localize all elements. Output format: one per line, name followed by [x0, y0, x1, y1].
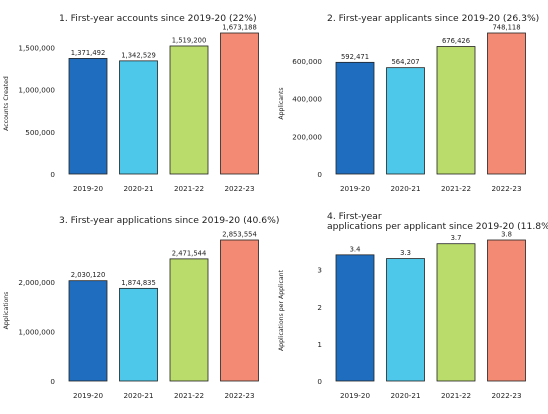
bar	[436, 46, 476, 175]
y-tick-label: 3	[317, 266, 322, 275]
data-label: 2,471,544	[172, 249, 207, 257]
x-tick-label: 2019-20	[73, 391, 103, 400]
bar	[68, 58, 108, 175]
data-label: 2,030,120	[71, 271, 106, 279]
data-label: 1,371,492	[71, 49, 106, 57]
data-label: 1,673,188	[222, 24, 257, 32]
bar	[386, 67, 425, 175]
data-label: 1,342,529	[121, 51, 156, 59]
chart-title: 1. First-year accounts since 2019-20 (22…	[59, 13, 257, 24]
y-tick-label: 200,000	[292, 132, 322, 141]
x-tick-label: 2020-21	[390, 184, 420, 193]
bar	[335, 61, 375, 175]
x-tick-label: 2022-23	[491, 391, 521, 400]
data-label: 748,118	[492, 24, 520, 32]
y-tick-label: 0	[50, 170, 55, 179]
y-tick-label: 1,000,000	[18, 86, 55, 95]
y-axis-label: Applications	[3, 292, 10, 330]
chart-title-line: 4. First-year	[327, 211, 382, 222]
x-tick-label: 2021-22	[441, 184, 471, 193]
x-tick-label: 2020-21	[123, 391, 153, 400]
chart-title: 3. First-year applications since 2019-20…	[59, 215, 279, 226]
data-label: 676,426	[442, 37, 470, 45]
bar	[119, 60, 158, 175]
data-label: 1,519,200	[172, 36, 207, 44]
x-tick-label: 2019-20	[340, 184, 370, 193]
data-label: 2,853,554	[222, 231, 257, 239]
bar	[169, 258, 209, 382]
bar	[119, 287, 158, 382]
bar	[220, 239, 259, 382]
data-label: 3.8	[501, 231, 512, 239]
y-tick-label: 600,000	[292, 57, 322, 66]
bar	[436, 243, 476, 382]
bar	[487, 239, 526, 382]
y-tick-label: 1,000,000	[18, 328, 55, 337]
y-tick-label: 1	[317, 340, 322, 349]
x-tick-label: 2022-23	[491, 184, 521, 193]
y-tick-label: 1,500,000	[18, 44, 55, 53]
x-tick-label: 2021-22	[174, 391, 204, 400]
y-tick-label: 0	[317, 377, 322, 386]
bar	[487, 32, 526, 175]
bar	[386, 258, 425, 382]
bar	[220, 32, 259, 175]
x-tick-label: 2020-21	[390, 391, 420, 400]
data-label: 3.7	[451, 234, 462, 242]
bar	[169, 45, 209, 175]
chart-title-line: applications per applicant since 2019-20…	[327, 221, 548, 232]
x-tick-label: 2022-23	[224, 391, 254, 400]
x-tick-label: 2022-23	[224, 184, 254, 193]
chart-title: 2. First-year applicants since 2019-20 (…	[327, 13, 539, 24]
x-tick-label: 2021-22	[174, 184, 204, 193]
y-tick-label: 0	[50, 377, 55, 386]
y-axis-label: Accounts Created	[3, 76, 10, 131]
y-tick-label: 0	[317, 170, 322, 179]
x-tick-label: 2019-20	[340, 391, 370, 400]
data-label: 3.4	[350, 245, 361, 253]
y-tick-label: 400,000	[292, 95, 322, 104]
x-tick-label: 2021-22	[441, 391, 471, 400]
x-tick-label: 2019-20	[73, 184, 103, 193]
bar	[335, 254, 375, 382]
data-label: 1,874,835	[121, 279, 156, 287]
y-axis-label: Applications per Applicant	[278, 269, 285, 351]
bar	[68, 280, 108, 382]
x-tick-label: 2020-21	[123, 184, 153, 193]
y-tick-label: 2	[317, 303, 322, 312]
data-label: 3.3	[400, 249, 411, 257]
y-tick-label: 2,000,000	[18, 278, 55, 287]
y-tick-label: 500,000	[25, 128, 55, 137]
data-label: 564,207	[391, 58, 419, 66]
data-label: 592,471	[341, 53, 369, 61]
y-axis-label: Applicants	[278, 87, 285, 119]
